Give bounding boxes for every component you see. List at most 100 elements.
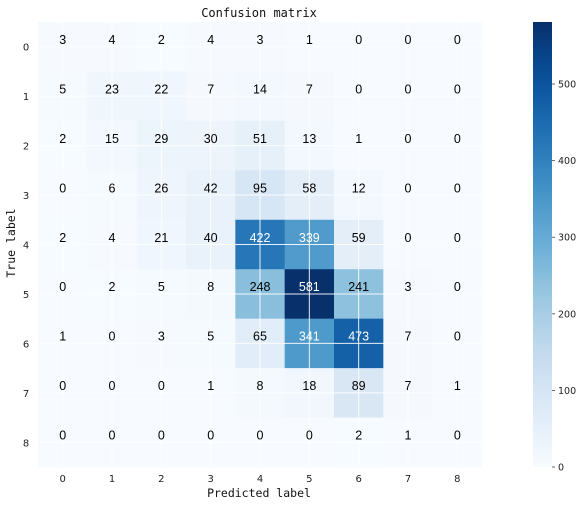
cell-value-label-r4-c0: 2 [59, 231, 66, 245]
x-tick-label-7: 7 [405, 474, 411, 485]
colorbar-tick-label-500: 500 [558, 80, 576, 91]
cell-value-label-r0-c3: 4 [207, 33, 214, 47]
x-tick-label-8: 8 [454, 474, 460, 485]
cell-value-label-r0-c4: 3 [257, 33, 264, 47]
cell-value-label-r4-c1: 4 [109, 231, 116, 245]
cell-value-label-r3-c1: 6 [109, 181, 116, 195]
cell-value-label-r7-c1: 0 [109, 379, 116, 393]
cell-value-label-r8-c6: 2 [355, 429, 362, 443]
cell-value-label-r4-c3: 40 [204, 231, 218, 245]
cell-value-label-r8-c3: 0 [207, 429, 214, 443]
cell-value-label-r1-c5: 7 [306, 82, 313, 96]
colorbar-gradient [533, 22, 552, 467]
cell-value-labels: 3 4 2 4 3 1 0 0 05 23 22 7 14 7 0 0 02 15 29 30 51 13 1 0 00 6 26 4… [59, 33, 461, 443]
y-axis-ticks: 0 1 2 3 4 5 6 7 8 [23, 43, 29, 450]
heatmap-gridlines [38, 22, 482, 467]
colorbar-tick-label-0: 0 [558, 463, 564, 474]
y-tick-label-5: 5 [23, 290, 29, 301]
cell-value-label-r3-c2: 26 [154, 181, 168, 195]
cell-value-label-r7-c2: 0 [158, 379, 165, 393]
y-tick-label-2: 2 [23, 142, 29, 153]
cell-value-label-r6-c2: 3 [158, 330, 165, 344]
cell-value-label-r1-c2: 22 [154, 82, 168, 96]
cell-value-label-r5-c8: 0 [454, 280, 461, 294]
cell-value-label-r8-c8: 0 [454, 429, 461, 443]
cell-value-label-r5-c1: 2 [109, 280, 116, 294]
cell-value-label-r0-c1: 4 [109, 33, 116, 47]
cell-value-label-r5-c5: 581 [299, 280, 320, 294]
y-axis-label: True label [4, 208, 18, 277]
cell-value-label-r2-c3: 30 [204, 132, 218, 146]
cell-value-label-r0-c6: 0 [355, 33, 362, 47]
cell-value-label-r7-c0: 0 [59, 379, 66, 393]
y-tick-label-6: 6 [23, 339, 29, 350]
cell-value-label-r1-c7: 0 [405, 82, 412, 96]
cell-value-label-r0-c5: 1 [306, 33, 313, 47]
cell-value-label-r1-c0: 5 [59, 82, 66, 96]
cell-value-label-r3-c7: 0 [405, 181, 412, 195]
cell-value-label-r2-c2: 29 [154, 132, 168, 146]
cell-value-label-r8-c5: 0 [306, 429, 313, 443]
cell-value-label-r3-c3: 42 [204, 181, 218, 195]
cell-value-label-r8-c0: 0 [59, 429, 66, 443]
cell-value-label-r3-c8: 0 [454, 181, 461, 195]
x-tick-label-1: 1 [109, 474, 115, 485]
cell-value-label-r0-c8: 0 [454, 33, 461, 47]
chart-title: Confusion matrix [201, 6, 317, 20]
colorbar-tick-label-100: 100 [558, 386, 576, 397]
cell-value-label-r1-c6: 0 [355, 82, 362, 96]
cell-value-label-r7-c5: 18 [302, 379, 316, 393]
cell-value-label-r4-c5: 339 [299, 231, 320, 245]
cell-value-label-r3-c5: 58 [302, 181, 316, 195]
x-tick-label-0: 0 [59, 474, 65, 485]
cell-value-label-r5-c2: 5 [158, 280, 165, 294]
cell-value-label-r7-c7: 7 [405, 379, 412, 393]
y-tick-label-8: 8 [23, 438, 29, 449]
cell-value-label-r2-c8: 0 [454, 132, 461, 146]
colorbar-tick-label-200: 200 [558, 309, 576, 320]
cell-value-label-r4-c2: 21 [154, 231, 168, 245]
cell-value-label-r5-c3: 8 [207, 280, 214, 294]
cell-value-label-r5-c4: 248 [250, 280, 271, 294]
cell-value-label-r5-c7: 3 [405, 280, 412, 294]
y-tick-label-0: 0 [23, 43, 29, 54]
cell-value-label-r1-c1: 23 [105, 82, 119, 96]
cell-value-label-r6-c4: 65 [253, 330, 267, 344]
cell-value-label-r4-c6: 59 [352, 231, 366, 245]
cell-value-label-r6-c8: 0 [454, 330, 461, 344]
x-axis-label: Predicted label [207, 486, 311, 500]
cell-value-label-r6-c5: 341 [299, 330, 320, 344]
cell-value-label-r5-c0: 0 [59, 280, 66, 294]
x-axis-ticks: 0 1 2 3 4 5 6 7 8 [59, 474, 460, 485]
cell-value-label-r4-c8: 0 [454, 231, 461, 245]
cell-value-label-r6-c6: 473 [348, 330, 369, 344]
cell-value-label-r8-c2: 0 [158, 429, 165, 443]
cell-value-label-r4-c7: 0 [405, 231, 412, 245]
x-tick-label-2: 2 [158, 474, 164, 485]
y-tick-label-7: 7 [23, 389, 29, 400]
cell-value-label-r0-c0: 3 [59, 33, 66, 47]
cell-value-label-r6-c1: 0 [109, 330, 116, 344]
cell-value-label-r2-c0: 2 [59, 132, 66, 146]
cell-value-label-r7-c4: 8 [257, 379, 264, 393]
cell-value-label-r2-c4: 51 [253, 132, 267, 146]
cell-value-label-r3-c6: 12 [352, 181, 366, 195]
cell-value-label-r3-c4: 95 [253, 181, 267, 195]
y-tick-label-4: 4 [23, 241, 29, 252]
cell-value-label-r1-c4: 14 [253, 82, 267, 96]
cell-value-label-r0-c7: 0 [405, 33, 412, 47]
colorbar: 0 100 200 300 400 500 [533, 22, 576, 474]
cell-value-label-r2-c6: 1 [355, 132, 362, 146]
cell-value-label-r0-c2: 2 [158, 33, 165, 47]
cell-value-label-r8-c7: 1 [405, 429, 412, 443]
y-tick-label-1: 1 [23, 92, 29, 103]
cell-value-label-r4-c4: 422 [250, 231, 271, 245]
cell-value-label-r6-c0: 1 [59, 330, 66, 344]
cell-value-label-r8-c1: 0 [109, 429, 116, 443]
cell-value-label-r2-c1: 15 [105, 132, 119, 146]
y-tick-label-3: 3 [23, 191, 29, 202]
x-tick-label-6: 6 [355, 474, 361, 485]
colorbar-tick-label-400: 400 [558, 156, 576, 167]
x-tick-label-4: 4 [257, 474, 263, 485]
